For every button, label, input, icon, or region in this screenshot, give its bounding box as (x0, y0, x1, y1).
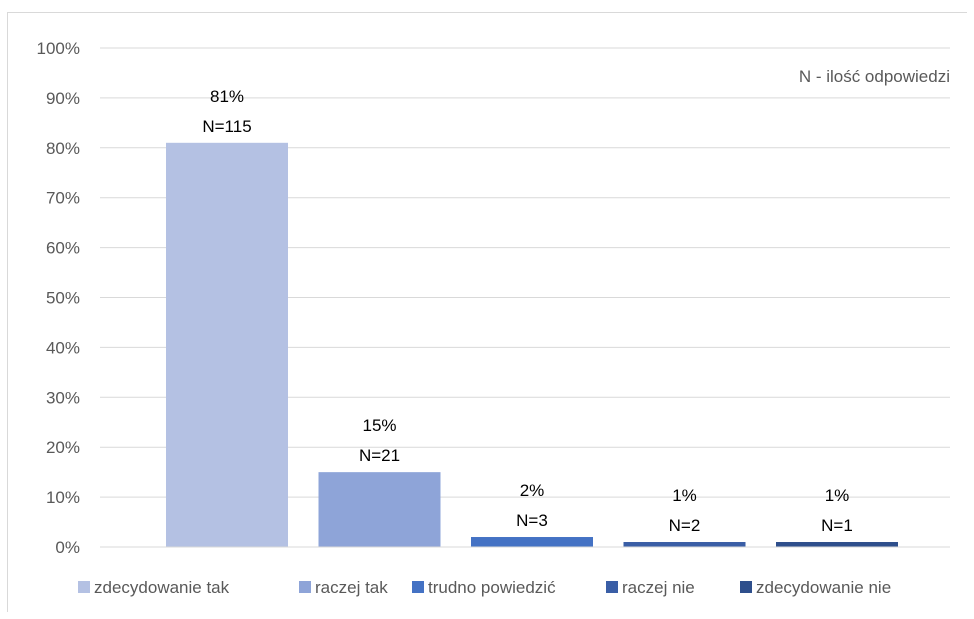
legend-swatch (299, 581, 311, 593)
data-labels: 81% N=115 15% N=21 2% N=3 1% N=2 1% N=1 (202, 87, 852, 535)
legend-item-label: trudno powiedzić (428, 578, 556, 597)
bar (166, 142, 288, 547)
legend-item-label: zdecydowanie tak (94, 578, 230, 597)
y-tick-label: 60% (46, 239, 80, 258)
legend-item-label: raczej tak (315, 578, 388, 597)
chart-frame (7, 12, 967, 612)
data-label-count: N=1 (821, 516, 853, 535)
y-tick-label: 90% (46, 89, 80, 108)
bars (166, 142, 898, 547)
y-tick-label: 80% (46, 139, 80, 158)
data-label-percent: 15% (362, 416, 396, 435)
annotation-text: N - ilość odpowiedzi (799, 67, 950, 86)
y-tick-label: 0% (55, 538, 80, 557)
legend-swatch (78, 581, 90, 593)
data-label-percent: 2% (520, 481, 545, 500)
legend-item-label: raczej nie (622, 578, 695, 597)
y-tick-label: 40% (46, 338, 80, 357)
y-tick-label: 30% (46, 388, 80, 407)
bar (623, 542, 746, 547)
bar (776, 542, 898, 547)
bar (471, 537, 593, 547)
data-label-count: N=3 (516, 511, 548, 530)
data-label-count: N=2 (669, 516, 701, 535)
legend-item-label: zdecydowanie nie (756, 578, 891, 597)
legend-swatch (740, 581, 752, 593)
data-label-count: N=21 (359, 446, 400, 465)
gridlines (100, 47, 950, 498)
y-tick-label: 20% (46, 438, 80, 457)
data-label-percent: 1% (672, 486, 697, 505)
y-tick-label: 70% (46, 189, 80, 208)
y-tick-label: 10% (46, 488, 80, 507)
legend-swatch (606, 581, 618, 593)
data-label-percent: 81% (210, 87, 244, 106)
y-tick-label: 100% (37, 39, 80, 58)
y-axis-ticks: 0% 10% 20% 30% 40% 50% 60% 70% 80% 90% 100% (37, 39, 80, 557)
legend-swatch (412, 581, 424, 593)
legend: zdecydowanie tak raczej tak trudno powiedz… (78, 578, 891, 597)
bar (318, 472, 441, 547)
data-label-count: N=115 (202, 117, 251, 136)
y-tick-label: 50% (46, 289, 80, 308)
data-label-percent: 1% (825, 486, 850, 505)
